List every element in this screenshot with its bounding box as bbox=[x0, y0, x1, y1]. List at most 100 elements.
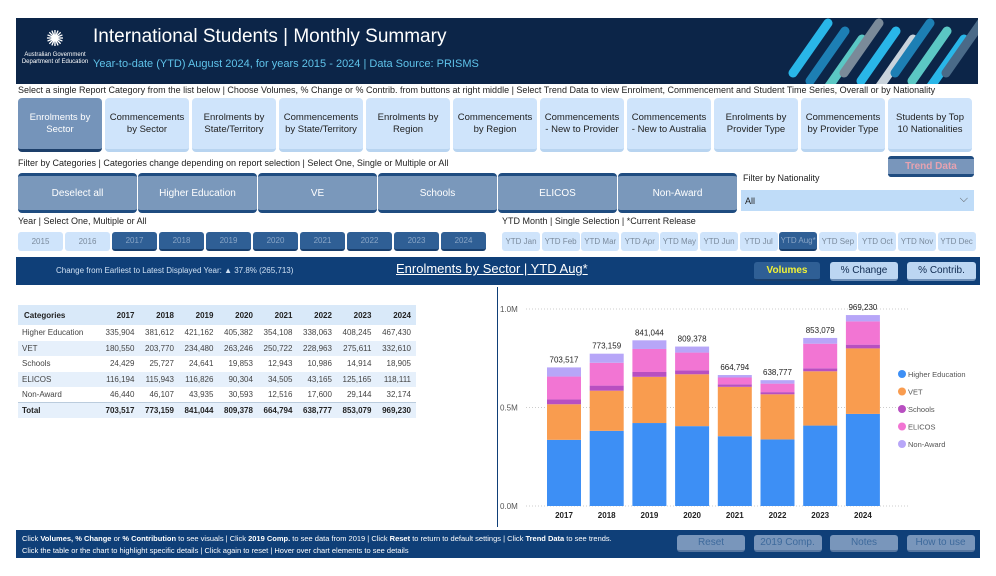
x-tick-label: 2024 bbox=[854, 511, 872, 520]
category-button[interactable]: VE bbox=[258, 173, 377, 213]
categories-header[interactable]: Categories bbox=[18, 305, 100, 325]
legend-marker bbox=[898, 440, 906, 448]
month-button[interactable]: YTD Aug* bbox=[779, 232, 818, 251]
bar-segment bbox=[675, 352, 710, 371]
bar-segment bbox=[845, 348, 880, 414]
column-header[interactable]: 2020 bbox=[218, 305, 258, 325]
bar-total-label: 853,079 bbox=[806, 326, 835, 335]
report-button[interactable]: Students by Top 10 Nationalities bbox=[888, 98, 972, 152]
table-row[interactable]: Higher Education 335,904 381,612 421,162 405… bbox=[18, 325, 416, 341]
table-cell: 467,430 bbox=[382, 328, 411, 338]
bar-segment bbox=[760, 383, 795, 393]
table-row[interactable]: Schools 24,429 25,727 24,641 19,853 12,943 10,… bbox=[18, 356, 416, 372]
table-row[interactable]: ELICOS 116,194 115,943 116,826 90,304 34,505 4… bbox=[18, 371, 416, 387]
chart-divider bbox=[497, 287, 498, 527]
x-tick-label: 2023 bbox=[811, 511, 829, 520]
month-button[interactable]: YTD Apr bbox=[620, 232, 659, 251]
table-row[interactable]: Non-Award 46,440 46,107 43,935 30,593 12,516 1… bbox=[18, 387, 416, 403]
report-button[interactable]: Commencements by Region bbox=[453, 98, 537, 152]
report-button[interactable]: Enrolments by Sector bbox=[18, 98, 102, 152]
month-button[interactable]: YTD Jul bbox=[739, 232, 778, 251]
year-button[interactable]: 2022 bbox=[347, 232, 392, 251]
month-button[interactable]: YTD Mar bbox=[581, 232, 620, 251]
bar-segment bbox=[803, 371, 838, 426]
report-button[interactable]: Commencements by State/Territory bbox=[279, 98, 363, 152]
table-row[interactable]: VET 180,550 203,770 234,480 263,246 250,722 22… bbox=[18, 340, 416, 356]
report-button[interactable]: Enrolments by Region bbox=[366, 98, 450, 152]
reset-button[interactable]: Reset bbox=[677, 535, 745, 552]
bar-segment bbox=[632, 376, 667, 424]
column-header[interactable]: 2022 bbox=[297, 305, 337, 325]
column-header[interactable]: 2021 bbox=[257, 305, 298, 325]
month-button[interactable]: YTD Jun bbox=[700, 232, 738, 251]
month-button[interactable]: YTD Dec bbox=[937, 232, 976, 251]
month-button[interactable]: YTD Oct bbox=[858, 232, 897, 251]
nationality-label: Filter by Nationality bbox=[743, 173, 820, 183]
month-button[interactable]: YTD Sep bbox=[818, 232, 857, 251]
bar-segment bbox=[589, 390, 624, 431]
bar-segment bbox=[547, 404, 581, 440]
column-header[interactable]: 2017 bbox=[99, 305, 140, 325]
report-button[interactable]: Commencements - New to Australia bbox=[627, 98, 711, 152]
bar-total-label: 703,517 bbox=[550, 355, 579, 364]
legend-label: Non-Award bbox=[908, 440, 945, 449]
year-button[interactable]: 2020 bbox=[253, 232, 298, 251]
total-row[interactable]: Total 703,517 773,159 841,044 809,378 664,794… bbox=[18, 402, 416, 418]
bar-segment bbox=[803, 343, 838, 369]
year-button[interactable]: 2018 bbox=[159, 232, 204, 251]
report-button[interactable]: Enrolments by State/Territory bbox=[192, 98, 276, 152]
year-button[interactable]: 2017 bbox=[112, 232, 157, 251]
bar-total-label: 638,777 bbox=[763, 368, 792, 377]
pct-change-button[interactable]: % Change bbox=[830, 262, 898, 281]
year-button[interactable]: 2023 bbox=[394, 232, 439, 251]
month-button[interactable]: YTD Nov bbox=[898, 232, 936, 251]
category-button[interactable]: Non-Award bbox=[618, 173, 737, 213]
month-button[interactable]: YTD Jan bbox=[502, 232, 540, 251]
table-cell: 14,914 bbox=[346, 359, 372, 369]
category-button[interactable]: Deselect all bbox=[18, 173, 137, 213]
table-cell: 29,144 bbox=[346, 390, 372, 399]
pct-contrib-button[interactable]: % Contrib. bbox=[907, 262, 976, 281]
year-button[interactable]: 2024 bbox=[441, 232, 486, 251]
report-button[interactable]: Commencements by Provider Type bbox=[801, 98, 885, 152]
table-cell: 116,826 bbox=[178, 371, 219, 387]
bar-segment bbox=[547, 439, 581, 506]
column-header[interactable]: 2018 bbox=[139, 305, 179, 325]
report-button[interactable]: Commencements by Sector bbox=[105, 98, 189, 152]
year-button[interactable]: 2016 bbox=[65, 232, 110, 251]
month-button[interactable]: YTD May bbox=[660, 232, 699, 251]
category-button[interactable]: Schools bbox=[378, 173, 497, 213]
legend-marker bbox=[898, 387, 906, 396]
report-button[interactable]: Enrolments by Provider Type bbox=[714, 98, 798, 152]
column-header[interactable]: 2019 bbox=[178, 305, 219, 325]
bar-total-label: 969,230 bbox=[848, 303, 877, 312]
table-cell: 32,174 bbox=[386, 390, 411, 399]
year-button[interactable]: 2019 bbox=[206, 232, 251, 251]
table-cell: 408,245 bbox=[342, 328, 372, 338]
row-label: ELICOS bbox=[18, 371, 100, 387]
table-cell: 250,722 bbox=[257, 340, 298, 356]
month-button[interactable]: YTD Feb bbox=[541, 232, 580, 251]
how-to-use-button[interactable]: How to use bbox=[906, 535, 975, 552]
volumes-button[interactable]: Volumes bbox=[754, 262, 820, 281]
column-header[interactable]: 2024 bbox=[376, 305, 416, 325]
table-cell: 25,727 bbox=[149, 359, 174, 369]
column-header[interactable]: 2023 bbox=[336, 305, 377, 325]
2019-comp-button[interactable]: 2019 Comp. bbox=[753, 535, 822, 552]
report-button[interactable]: Commencements - New to Provider bbox=[540, 98, 624, 152]
data-table[interactable]: Categories 2017 2018 2019 2020 2021 2022 2023 20… bbox=[18, 305, 416, 418]
category-button[interactable]: Higher Education bbox=[138, 173, 257, 213]
bar-segment bbox=[547, 399, 581, 405]
bar-segment bbox=[675, 374, 710, 427]
year-button[interactable]: 2015 bbox=[18, 232, 63, 251]
page-subtitle: Year-to-date (YTD) August 2024, for year… bbox=[93, 58, 479, 70]
bar-segment bbox=[632, 340, 667, 349]
category-button[interactable]: ELICOS bbox=[498, 173, 617, 213]
notes-button[interactable]: Notes bbox=[830, 535, 898, 552]
nationality-dropdown[interactable]: All ⌵ bbox=[741, 190, 974, 211]
trend-data-button[interactable]: Trend Data bbox=[888, 156, 974, 177]
table-cell: 46,440 bbox=[109, 390, 135, 399]
year-button[interactable]: 2021 bbox=[300, 232, 345, 251]
bar-segment bbox=[589, 353, 624, 363]
stacked-bar-chart[interactable]: 0.0M 0.5M 1.0M 703,517 2017 773,159 2018 841,04… bbox=[498, 287, 980, 527]
